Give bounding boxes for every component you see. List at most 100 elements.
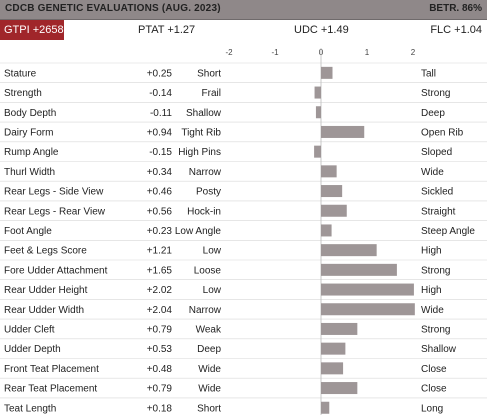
trait-bar: [315, 106, 321, 119]
trait-value: +2.02: [147, 285, 173, 296]
trait-name: Rear Udder Height: [4, 285, 88, 296]
trait-bar: [321, 125, 365, 138]
trait-value: +0.18: [147, 403, 173, 414]
trait-bar: [321, 362, 344, 375]
axis-tick-label: -2: [225, 48, 233, 57]
trait-low-label: Tight Rib: [181, 127, 221, 138]
trait-high-label: Close: [421, 364, 447, 375]
trait-name: Udder Cleft: [4, 324, 55, 335]
trait-name: Rear Udder Width: [4, 305, 84, 316]
trait-low-label: Low: [203, 285, 222, 296]
trait-low-label: Short: [197, 403, 221, 414]
trait-name: Rump Angle: [4, 147, 59, 158]
trait-bar: [321, 322, 358, 335]
ptat-summary: PTAT +1.27: [138, 24, 196, 36]
trait-value: -0.15: [149, 147, 172, 158]
trait-high-label: Strong: [421, 324, 450, 335]
trait-low-label: Low: [203, 246, 222, 257]
trait-high-label: Sloped: [421, 147, 452, 158]
trait-value: +0.53: [147, 344, 173, 355]
trait-low-label: Low Angle: [175, 226, 222, 237]
trait-name: Body Depth: [4, 108, 56, 119]
trait-low-label: Narrow: [189, 167, 222, 178]
trait-value: -0.14: [149, 88, 172, 99]
trait-name: Strength: [4, 88, 42, 99]
trait-name: Feet & Legs Score: [4, 246, 87, 257]
trait-bar: [314, 145, 321, 158]
trait-value: +0.79: [147, 384, 173, 395]
trait-low-label: Wide: [198, 364, 221, 375]
trait-name: Rear Legs - Side View: [4, 187, 104, 198]
trait-high-label: Sickled: [421, 187, 453, 198]
trait-high-label: Long: [421, 403, 443, 414]
trait-low-label: Short: [197, 68, 221, 79]
trait-high-label: High: [421, 246, 442, 257]
trait-name: Udder Depth: [4, 344, 61, 355]
trait-value: -0.11: [150, 108, 172, 119]
trait-value: +0.79: [147, 324, 173, 335]
trait-high-label: High: [421, 285, 442, 296]
trait-low-label: Wide: [198, 384, 221, 395]
trait-value: +0.25: [147, 68, 173, 79]
trait-value: +0.94: [147, 127, 173, 138]
trait-high-label: Steep Angle: [421, 226, 475, 237]
trait-high-label: Open Rib: [421, 127, 464, 138]
trait-bar: [314, 86, 321, 99]
axis-tick-label: 1: [365, 48, 370, 57]
trait-high-label: Wide: [421, 305, 444, 316]
trait-bar: [321, 204, 347, 217]
trait-bar: [321, 185, 343, 198]
trait-bar: [321, 224, 332, 237]
trait-value: +1.65: [147, 265, 173, 276]
trait-name: Stature: [4, 68, 37, 79]
trait-low-label: Shallow: [186, 108, 222, 119]
axis-tick-label: 2: [411, 48, 416, 57]
trait-low-label: Narrow: [189, 305, 222, 316]
trait-high-label: Wide: [421, 167, 444, 178]
trait-name: Rear Teat Placement: [4, 384, 97, 395]
trait-value: +0.46: [147, 187, 173, 198]
axis-tick-label: -1: [271, 48, 279, 57]
gtpi-badge: GTPI +2658: [0, 20, 64, 40]
trait-high-label: Strong: [421, 88, 450, 99]
trait-bar: [321, 342, 346, 355]
header-title: CDCB GENETIC EVALUATIONS (AUG. 2023): [5, 3, 221, 14]
trait-low-label: Hock-in: [187, 206, 221, 217]
trait-low-label: Weak: [196, 324, 222, 335]
trait-bar: [321, 283, 414, 296]
trait-name: Fore Udder Attachment: [4, 265, 108, 276]
trait-value: +0.48: [147, 364, 173, 375]
trait-low-label: High Pins: [178, 147, 221, 158]
trait-high-label: Close: [421, 384, 447, 395]
trait-bar: [321, 401, 330, 414]
trait-name: Rear Legs - Rear View: [4, 206, 106, 217]
trait-high-label: Straight: [421, 206, 456, 217]
trait-high-label: Shallow: [421, 344, 457, 355]
udc-summary: UDC +1.49: [294, 24, 349, 36]
trait-low-label: Loose: [194, 265, 222, 276]
trait-value: +0.23: [147, 226, 173, 237]
trait-value: +2.04: [147, 305, 173, 316]
trait-low-label: Deep: [197, 344, 221, 355]
trait-bar: [321, 382, 358, 395]
trait-high-label: Tall: [421, 68, 436, 79]
trait-value: +0.56: [147, 206, 173, 217]
trait-high-label: Deep: [421, 108, 445, 119]
header-bar: CDCB GENETIC EVALUATIONS (AUG. 2023) BET…: [0, 0, 487, 20]
trait-low-label: Posty: [196, 187, 221, 198]
trait-name: Front Teat Placement: [4, 364, 99, 375]
trait-high-label: Strong: [421, 265, 450, 276]
trait-bar: [321, 165, 337, 178]
reliability-label: BETR. 86%: [429, 3, 482, 14]
flc-summary: FLC +1.04: [430, 24, 482, 36]
trait-name: Dairy Form: [4, 127, 53, 138]
trait-value: +0.34: [147, 167, 173, 178]
trait-bar: [321, 244, 377, 257]
trait-bar: [321, 66, 333, 79]
trait-value: +1.21: [147, 246, 173, 257]
trait-name: Foot Angle: [4, 226, 52, 237]
trait-low-label: Frail: [202, 88, 221, 99]
trait-name: Thurl Width: [4, 167, 55, 178]
